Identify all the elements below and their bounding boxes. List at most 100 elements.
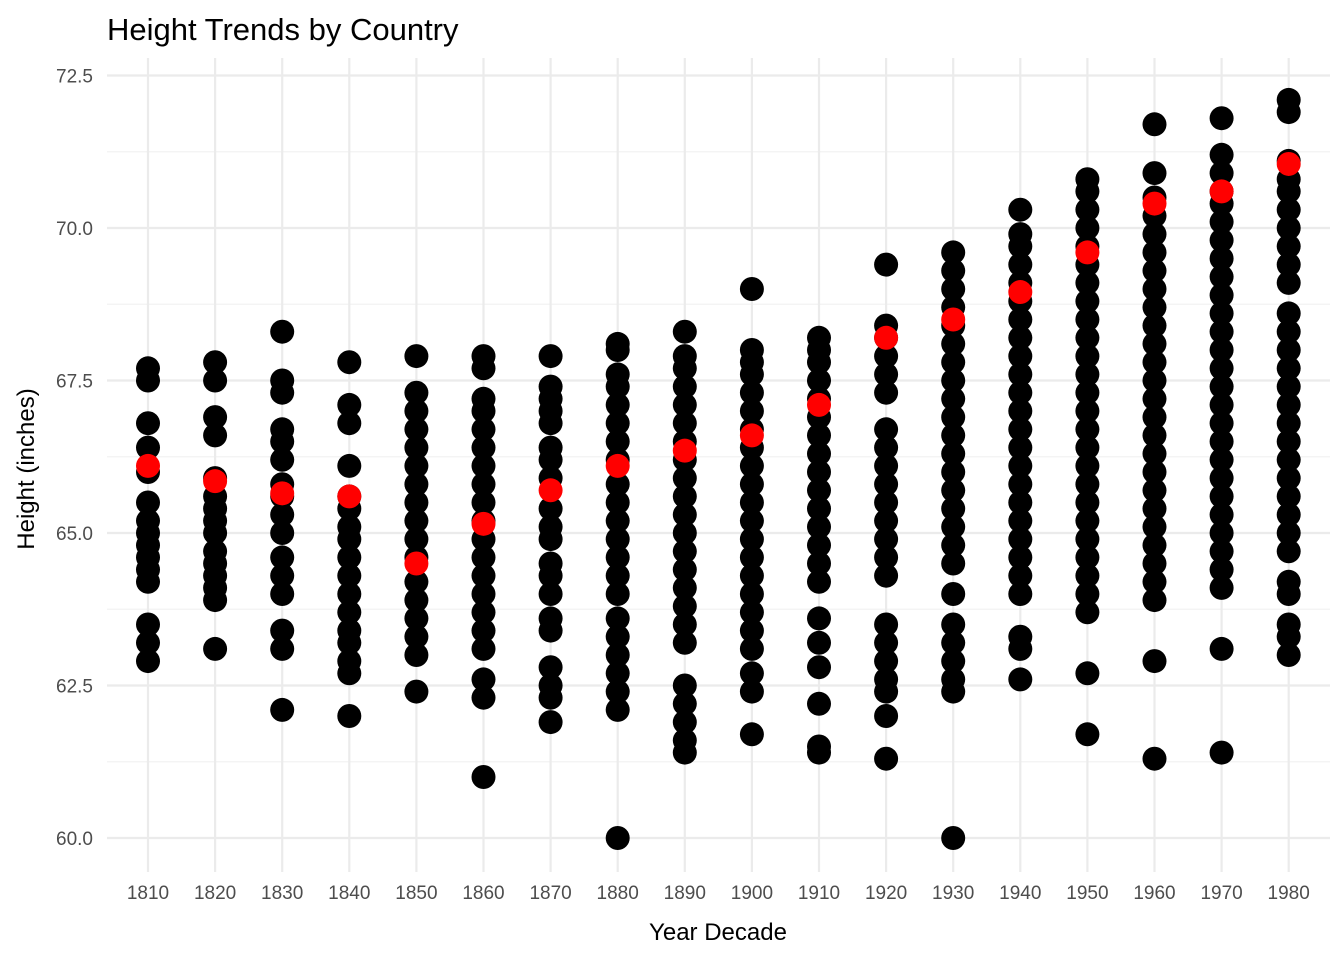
data-point [1209,264,1234,289]
data-point [941,533,966,558]
data-point [1008,667,1033,692]
x-tick-label: 1960 [1133,883,1175,904]
data-point [605,392,630,417]
x-tick-label: 1940 [999,883,1041,904]
data-point [941,551,966,576]
data-point [672,484,697,509]
data-point [1075,325,1100,350]
x-tick-label: 1910 [798,883,840,904]
data-point [1276,521,1301,545]
data-point [1075,435,1100,460]
data-point [1142,258,1167,283]
mean-point [1008,280,1033,305]
data-point [471,685,496,710]
data-point [874,746,899,771]
data-point [605,826,630,850]
data-point [605,429,630,454]
data-point [1142,161,1167,186]
x-tick-label: 1820 [194,883,236,904]
data-point [1142,649,1167,674]
data-point [1142,441,1167,466]
data-point [672,539,697,564]
data-point [605,679,630,704]
data-point [941,441,966,466]
data-point [874,344,899,369]
data-point [1142,588,1167,613]
data-point [672,594,697,619]
data-point [1142,569,1167,594]
mean-point [1209,179,1234,204]
data-point [807,630,831,655]
data-point [1008,380,1033,405]
data-point [739,563,764,588]
data-point [605,411,630,436]
data-point [874,252,899,277]
data-point [941,258,966,283]
data-point [1008,417,1033,442]
data-point [605,527,630,552]
data-point [739,661,764,686]
data-point [605,643,630,667]
data-point [538,496,563,521]
data-point [404,643,429,667]
data-point [1276,447,1301,472]
data-point [1276,301,1301,326]
data-point [672,502,697,527]
data-point [807,423,831,448]
data-point [941,405,966,430]
data-point [1209,246,1234,271]
data-point [739,399,764,423]
data-point [739,582,764,606]
data-point [1075,417,1100,442]
data-point [1075,197,1100,222]
data-point [538,582,563,606]
data-point [739,338,764,362]
data-point [739,527,764,552]
data-point [1075,453,1100,478]
data-point [605,490,630,515]
data-point [672,374,697,399]
data-point [1075,380,1100,405]
data-point [672,575,697,600]
data-point [538,655,563,680]
data-point [471,636,496,661]
x-axis-title: Year Decade [649,919,787,946]
data-point [1142,277,1167,301]
mean-point [807,392,831,417]
data-point [874,527,899,552]
data-point [874,667,899,692]
data-point [739,472,764,497]
data-point [1075,722,1100,747]
mean-point [672,438,697,463]
data-point [1142,478,1167,503]
data-point [672,557,697,582]
data-point [270,636,295,661]
data-point [941,514,966,539]
data-point [404,679,429,704]
data-point [270,521,295,545]
mean-point [1276,151,1301,176]
data-point [1075,167,1100,192]
data-point [136,612,160,637]
data-point [605,697,630,722]
data-point [874,472,899,497]
y-axis-title: Height (inches) [13,388,40,549]
data-point [538,606,563,631]
data-point [1276,338,1301,362]
data-point [1008,222,1033,247]
data-point [471,490,496,515]
data-point [1075,563,1100,588]
x-tick-label: 1890 [664,883,706,904]
data-point [471,765,496,789]
data-point [1075,545,1100,570]
y-tick-label: 60.0 [56,829,93,850]
data-point [337,563,362,588]
data-point [404,624,429,649]
data-point [941,368,966,393]
data-point [605,606,630,631]
data-point [270,368,295,393]
data-point [605,624,630,649]
x-axis-ticks: 1810 1820 1830 1840 1850 1860 1870 1880 1890 1900… [127,883,1310,904]
data-point [404,588,429,613]
